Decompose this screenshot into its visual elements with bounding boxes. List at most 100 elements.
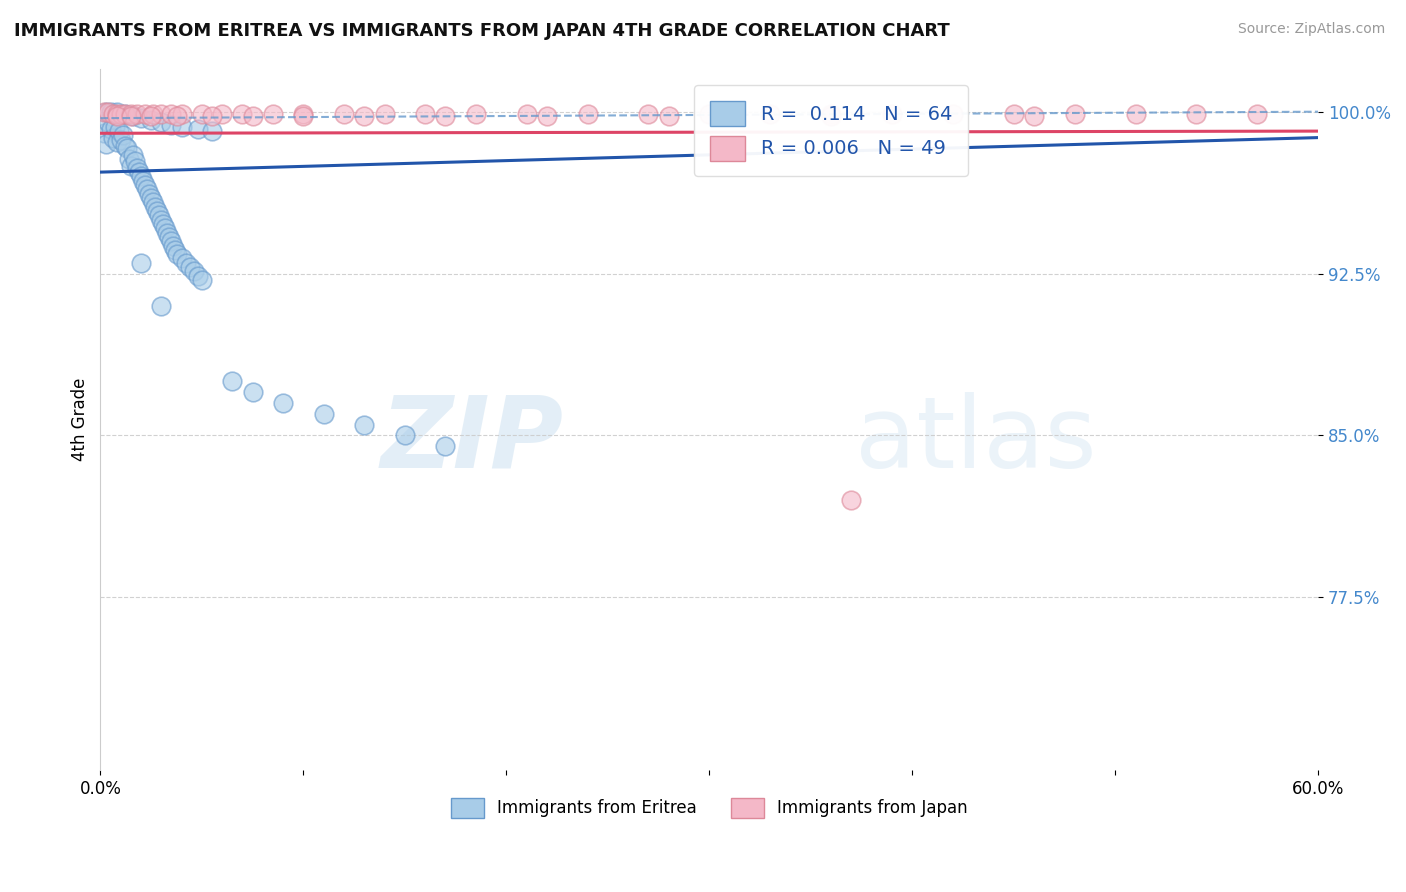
Point <box>221 375 243 389</box>
Point <box>434 439 457 453</box>
Point <box>1185 107 1208 121</box>
Point <box>312 407 335 421</box>
Point <box>114 107 136 121</box>
Point <box>191 273 214 287</box>
Point <box>170 107 193 121</box>
Point <box>353 417 375 432</box>
Point <box>271 396 294 410</box>
Point <box>134 178 156 192</box>
Point <box>413 107 436 121</box>
Point <box>353 109 375 123</box>
Point <box>697 107 720 121</box>
Point <box>516 107 538 121</box>
Point <box>148 208 170 222</box>
Point <box>170 252 193 266</box>
Point <box>101 130 124 145</box>
Point <box>93 104 115 119</box>
Point <box>183 264 205 278</box>
Point <box>125 161 148 175</box>
Point <box>156 226 179 240</box>
Point <box>464 107 486 121</box>
Point <box>118 152 141 166</box>
Point <box>96 104 118 119</box>
Point <box>231 107 253 121</box>
Point <box>170 120 193 134</box>
Point <box>111 128 134 143</box>
Point <box>152 217 174 231</box>
Point <box>105 107 128 121</box>
Point <box>132 174 155 188</box>
Point <box>93 126 115 140</box>
Legend: Immigrants from Eritrea, Immigrants from Japan: Immigrants from Eritrea, Immigrants from… <box>444 791 974 825</box>
Point <box>174 256 197 270</box>
Point <box>100 104 122 119</box>
Point <box>134 107 156 121</box>
Point <box>120 107 142 121</box>
Point <box>841 493 863 508</box>
Point <box>820 109 842 123</box>
Point <box>394 428 416 442</box>
Point <box>576 107 599 121</box>
Point <box>1246 107 1268 121</box>
Point <box>155 221 177 235</box>
Point <box>105 104 128 119</box>
Point <box>110 133 132 147</box>
Point <box>536 109 558 123</box>
Point <box>136 182 159 196</box>
Point <box>1125 107 1147 121</box>
Point <box>103 120 125 134</box>
Point <box>942 107 965 121</box>
Point <box>101 107 124 121</box>
Point <box>262 107 284 121</box>
Point <box>128 165 150 179</box>
Point <box>129 256 152 270</box>
Point <box>124 154 146 169</box>
Point <box>114 139 136 153</box>
Point <box>125 107 148 121</box>
Text: IMMIGRANTS FROM ERITREA VS IMMIGRANTS FROM JAPAN 4TH GRADE CORRELATION CHART: IMMIGRANTS FROM ERITREA VS IMMIGRANTS FR… <box>14 22 950 40</box>
Point <box>120 109 142 123</box>
Point <box>150 299 173 313</box>
Point <box>242 109 264 123</box>
Point <box>129 169 152 184</box>
Point <box>146 204 169 219</box>
Point <box>160 118 183 132</box>
Point <box>96 137 118 152</box>
Point <box>139 191 162 205</box>
Point <box>160 234 183 248</box>
Point <box>658 109 681 123</box>
Point <box>191 107 214 121</box>
Point <box>187 122 209 136</box>
Point <box>139 109 162 123</box>
Point <box>100 122 122 136</box>
Point <box>105 135 128 149</box>
Point <box>166 109 188 123</box>
Point <box>1002 107 1025 121</box>
Point <box>142 107 165 121</box>
Point <box>114 107 136 121</box>
Point <box>150 115 173 129</box>
Point <box>150 212 173 227</box>
Y-axis label: 4th Grade: 4th Grade <box>72 377 89 461</box>
Point <box>97 104 120 119</box>
Point <box>333 107 356 121</box>
Point <box>187 268 209 283</box>
Point <box>157 230 180 244</box>
Text: ZIP: ZIP <box>380 392 564 489</box>
Point <box>759 107 782 121</box>
Point <box>160 107 183 121</box>
Point <box>142 195 165 210</box>
Point <box>150 107 173 121</box>
Point <box>105 109 128 123</box>
Point <box>115 141 138 155</box>
Point <box>121 148 143 162</box>
Point <box>292 109 315 123</box>
Point <box>373 107 395 121</box>
Point <box>107 124 129 138</box>
Point <box>201 109 224 123</box>
Point <box>162 238 184 252</box>
Point <box>880 107 903 121</box>
Point <box>165 243 187 257</box>
Point <box>242 385 264 400</box>
Point <box>434 109 457 123</box>
